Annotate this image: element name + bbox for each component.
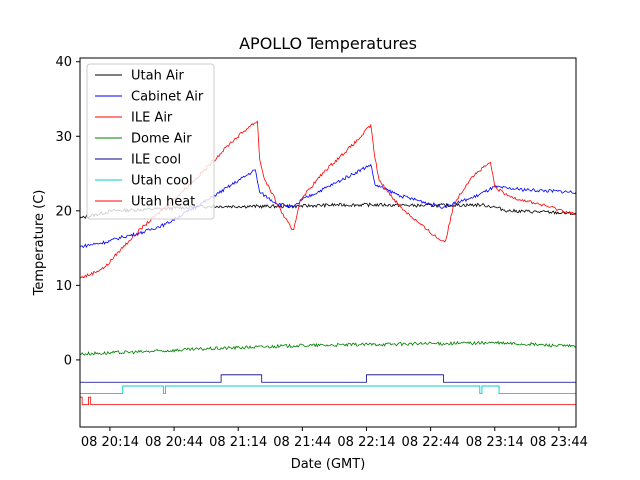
plot-frame (79, 57, 577, 428)
legend-entry-label: Cabinet Air (131, 90, 204, 105)
x-tick-label: 08 21:44 (273, 435, 331, 450)
legend-entry-label: Utah Air (131, 69, 184, 84)
legend-entry-label: ILE Air (131, 111, 173, 126)
x-tick-label: 08 22:44 (402, 435, 460, 450)
x-axis-label: Date (GMT) (291, 457, 366, 472)
chart-title: APOLLO Temperatures (239, 34, 417, 53)
x-tick-label: 08 23:14 (466, 435, 524, 450)
legend-entry-label: ILE cool (131, 153, 181, 168)
y-tick-label: 10 (55, 279, 72, 294)
legend-entry-label: Utah heat (131, 195, 195, 210)
y-axis-label: Temperature (C) (32, 190, 47, 297)
series-line-cabinet-air (80, 163, 576, 249)
series-line-utah-heat (80, 396, 576, 413)
y-tick-label: 0 (64, 353, 72, 368)
x-tick-label: 08 22:14 (337, 435, 395, 450)
x-tick-label: 08 21:14 (209, 435, 267, 450)
x-tick-label: 08 20:44 (145, 435, 203, 450)
y-tick-label: 20 (55, 204, 72, 219)
legend-entry-label: Utah cool (131, 174, 193, 189)
x-tick-label: 08 23:44 (530, 435, 588, 450)
series-line-utah-cool (80, 385, 576, 394)
legend-entry-label: Dome Air (131, 132, 192, 147)
y-tick-label: 30 (55, 130, 72, 145)
y-tick-label: 40 (55, 55, 72, 70)
series-line-dome-air (80, 340, 576, 356)
x-tick-label: 08 20:14 (81, 435, 139, 450)
legend: Utah Air Cabinet Air ILE Air Dome Air ILE co… (86, 63, 215, 220)
series-line-ile-cool (80, 374, 576, 383)
